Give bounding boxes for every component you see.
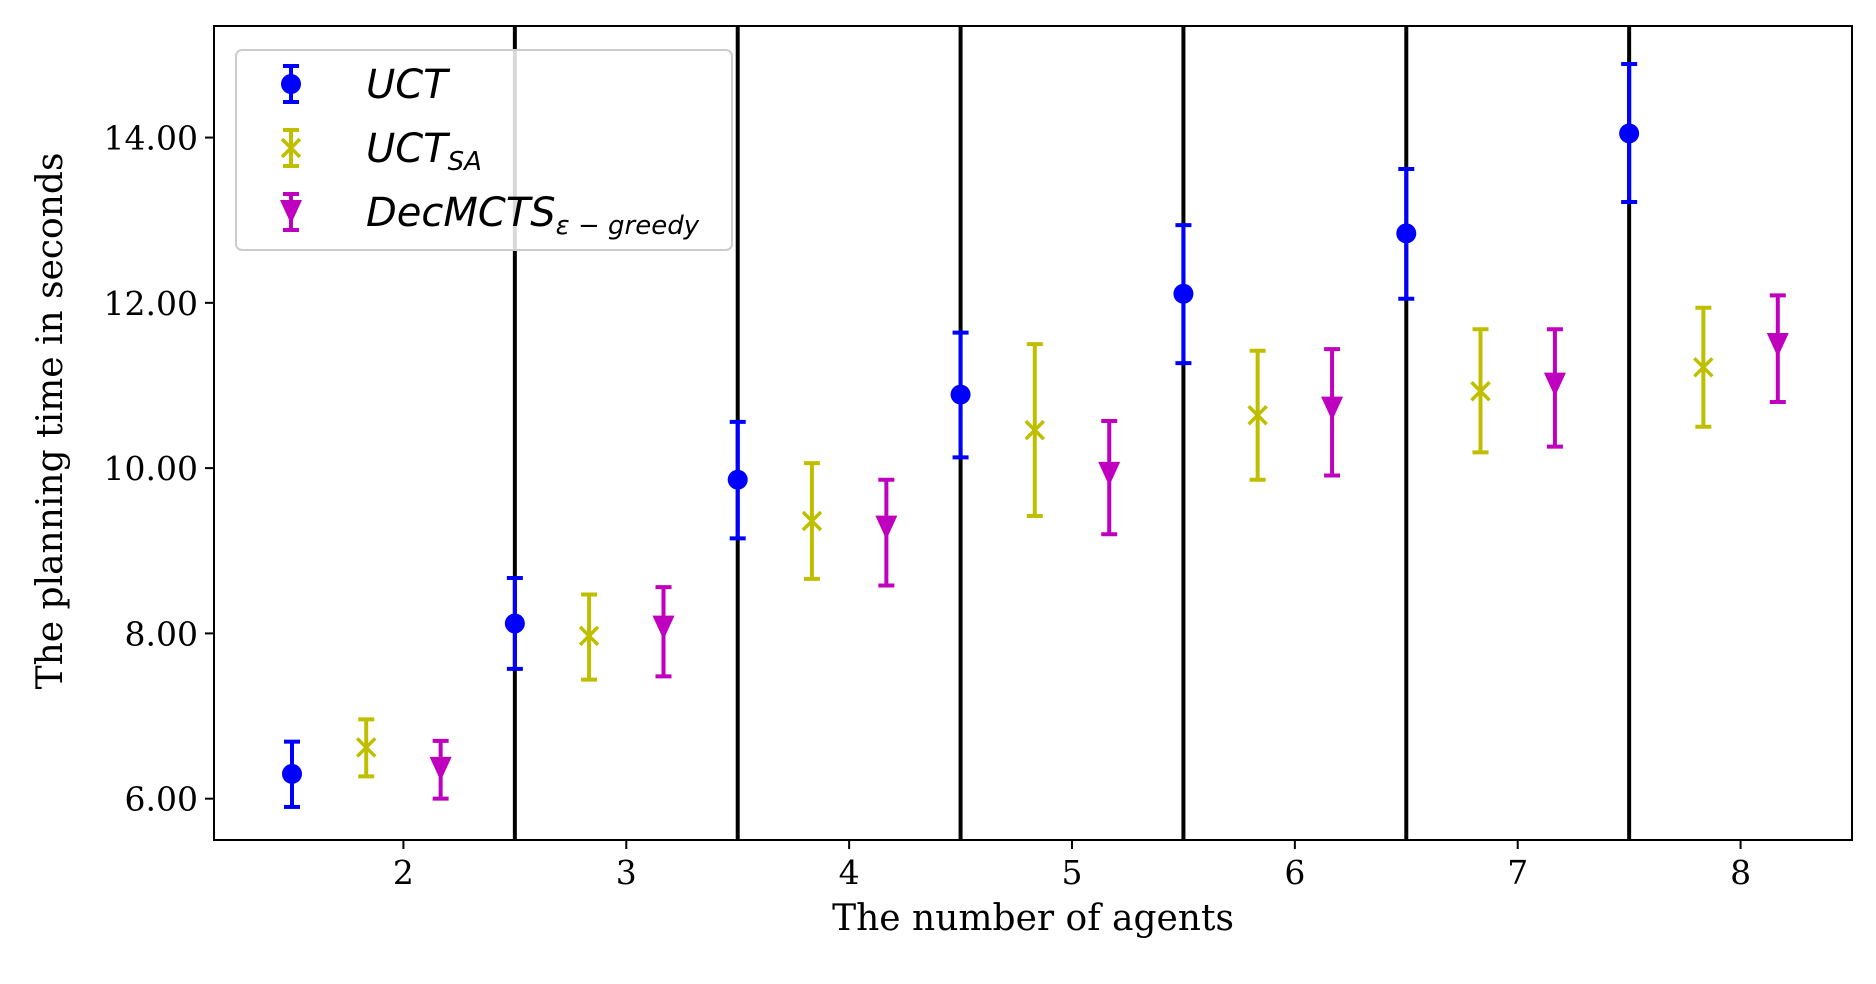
data-point bbox=[282, 739, 302, 809]
data-marker bbox=[1766, 332, 1789, 357]
legend-label: UCT bbox=[366, 62, 451, 108]
data-marker bbox=[504, 613, 525, 634]
series-1 bbox=[282, 62, 1640, 809]
x-tick-label: 3 bbox=[616, 853, 637, 892]
data-point bbox=[429, 738, 452, 801]
data-marker bbox=[1693, 357, 1714, 378]
y-tick-label: 10.00 bbox=[104, 449, 198, 488]
data-marker bbox=[578, 625, 600, 647]
data-point bbox=[875, 477, 898, 588]
legend-marker bbox=[281, 74, 301, 94]
data-marker bbox=[1247, 404, 1268, 426]
legend-label: UCTSA bbox=[366, 126, 482, 177]
data-point bbox=[1396, 166, 1417, 301]
y-axis-label: The planning time in seconds bbox=[30, 153, 71, 690]
data-series bbox=[282, 62, 1789, 809]
x-tick-label: 6 bbox=[1284, 853, 1305, 892]
data-marker bbox=[727, 469, 748, 490]
data-point bbox=[1098, 419, 1121, 537]
data-marker bbox=[875, 515, 898, 540]
data-marker bbox=[429, 756, 452, 781]
y-tick-label: 8.00 bbox=[125, 614, 198, 653]
data-marker bbox=[355, 737, 377, 758]
data-marker bbox=[652, 615, 675, 640]
legend-box bbox=[235, 49, 733, 251]
data-point bbox=[1321, 347, 1344, 478]
series-3 bbox=[429, 293, 1789, 801]
data-marker bbox=[1173, 283, 1194, 304]
x-tick-label: 7 bbox=[1507, 853, 1528, 892]
data-marker bbox=[1396, 223, 1417, 244]
legend-item: UCTSA bbox=[280, 126, 482, 177]
data-point bbox=[1619, 62, 1640, 205]
x-tick-label: 5 bbox=[1062, 853, 1083, 892]
y-tick-label: 6.00 bbox=[125, 780, 198, 819]
x-axis: 2 3 4 5 6 7 8 bbox=[393, 840, 1751, 892]
data-point bbox=[801, 461, 823, 581]
legend-item: UCT bbox=[281, 62, 451, 108]
data-marker bbox=[950, 384, 971, 405]
data-point bbox=[504, 576, 525, 671]
y-tick-label: 14.00 bbox=[104, 119, 198, 158]
y-axis: 6.00 8.00 10.00 12.00 14.00 bbox=[104, 119, 214, 819]
data-marker bbox=[1619, 123, 1640, 144]
data-point bbox=[1693, 305, 1714, 429]
data-marker bbox=[1098, 461, 1121, 486]
data-point bbox=[1766, 293, 1789, 405]
legend-marker bbox=[280, 137, 302, 159]
x-tick-label: 2 bbox=[393, 853, 414, 892]
data-point bbox=[1470, 327, 1491, 455]
x-tick-label: 8 bbox=[1730, 853, 1751, 892]
data-point bbox=[950, 330, 971, 460]
series-2 bbox=[355, 305, 1714, 779]
data-point bbox=[652, 585, 675, 679]
data-point bbox=[355, 717, 377, 779]
data-marker bbox=[1321, 396, 1344, 421]
data-point bbox=[1247, 348, 1268, 482]
legend-item: DecMCTSε − greedy bbox=[280, 190, 700, 241]
x-tick-label: 4 bbox=[839, 853, 860, 892]
x-axis-label: The number of agents bbox=[832, 898, 1234, 939]
data-marker bbox=[1543, 372, 1566, 397]
data-point bbox=[1543, 327, 1566, 449]
data-marker bbox=[801, 510, 823, 532]
data-point bbox=[727, 419, 748, 541]
data-marker bbox=[282, 763, 302, 784]
data-point bbox=[578, 592, 600, 682]
y-tick-label: 12.00 bbox=[104, 284, 198, 323]
data-marker bbox=[1024, 419, 1046, 441]
data-point bbox=[1173, 223, 1194, 366]
legend: UCT UCTSA DecMCTSε − greedy bbox=[235, 49, 733, 251]
data-marker bbox=[1470, 381, 1491, 402]
legend-marker bbox=[280, 200, 302, 224]
legend-label: DecMCTSε − greedy bbox=[366, 190, 700, 241]
data-point bbox=[1024, 342, 1046, 519]
plot-frame bbox=[213, 25, 1853, 841]
